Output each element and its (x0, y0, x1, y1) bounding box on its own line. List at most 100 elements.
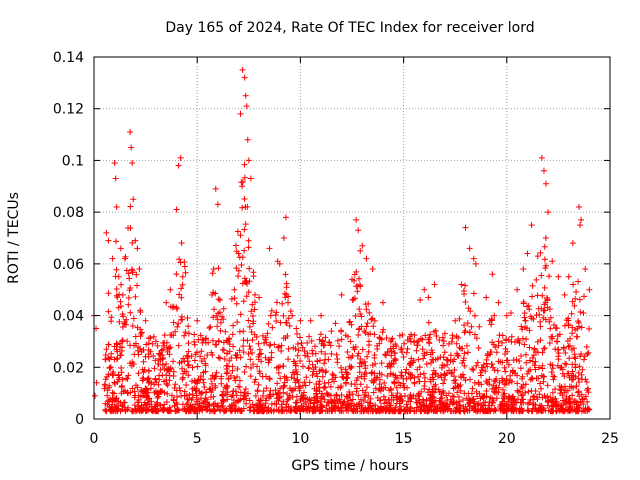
data-point (368, 316, 375, 323)
data-point (112, 273, 119, 280)
data-point (285, 315, 292, 322)
data-point (181, 406, 188, 413)
data-point (304, 353, 311, 360)
data-point (219, 402, 226, 409)
data-point (140, 358, 147, 365)
data-point (249, 337, 256, 344)
data-point (282, 404, 289, 411)
data-point (237, 110, 244, 117)
data-point (207, 394, 214, 401)
data-point (354, 408, 361, 415)
data-point (569, 392, 576, 399)
data-point (113, 285, 120, 292)
data-point (166, 351, 173, 358)
data-point (154, 342, 161, 349)
data-point (220, 347, 227, 354)
data-point (489, 271, 496, 278)
data-point (118, 369, 125, 376)
data-point (287, 308, 294, 315)
data-point (377, 376, 384, 383)
data-point (280, 398, 287, 405)
data-point (466, 245, 473, 252)
data-point (209, 351, 216, 358)
data-point (381, 400, 388, 407)
data-point (508, 401, 515, 408)
data-point (471, 312, 478, 319)
data-point (333, 351, 340, 358)
data-point (575, 388, 582, 395)
data-point (478, 367, 485, 374)
data-point (299, 344, 306, 351)
data-point (197, 353, 204, 360)
data-point (103, 229, 110, 236)
data-point (424, 389, 431, 396)
data-point (431, 328, 438, 335)
data-point (469, 366, 476, 373)
data-point (541, 301, 548, 308)
data-point (440, 389, 447, 396)
data-point (251, 299, 258, 306)
data-point (134, 282, 141, 289)
data-point (416, 393, 423, 400)
data-point (407, 404, 414, 411)
data-point (288, 404, 295, 411)
data-point (306, 379, 313, 386)
data-point (508, 407, 515, 414)
data-point (233, 300, 240, 307)
data-point (119, 337, 126, 344)
data-point (182, 269, 189, 276)
data-point (206, 408, 213, 415)
data-point (564, 370, 571, 377)
data-point (215, 338, 222, 345)
data-point (572, 295, 579, 302)
data-point (474, 408, 481, 415)
data-point (268, 401, 275, 408)
data-point (221, 356, 228, 363)
data-point (247, 364, 254, 371)
data-point (537, 323, 544, 330)
data-point (114, 378, 121, 385)
data-point (264, 330, 271, 337)
data-point (328, 328, 335, 335)
data-point (187, 405, 194, 412)
data-point (500, 392, 507, 399)
data-point (259, 332, 266, 339)
data-point (241, 196, 248, 203)
data-point (251, 291, 258, 298)
data-point (211, 306, 218, 313)
data-point (390, 345, 397, 352)
data-point (522, 381, 529, 388)
data-point (510, 393, 517, 400)
data-point (544, 382, 551, 389)
data-point (528, 222, 535, 229)
data-point (267, 387, 274, 394)
data-point (233, 265, 240, 272)
data-point (293, 325, 300, 332)
data-point (172, 328, 179, 335)
data-point (526, 357, 533, 364)
data-point (173, 206, 180, 213)
data-point (105, 237, 112, 244)
data-point (525, 302, 532, 309)
data-point (240, 298, 247, 305)
data-point (330, 372, 337, 379)
data-point (170, 358, 177, 365)
data-point (495, 299, 502, 306)
data-point (440, 342, 447, 349)
data-point (548, 398, 555, 405)
data-point (252, 376, 259, 383)
data-point (291, 406, 298, 413)
data-point (432, 370, 439, 377)
data-point (470, 290, 477, 297)
data-point (376, 340, 383, 347)
data-point (200, 337, 207, 344)
data-point (205, 339, 212, 346)
data-point (537, 337, 544, 344)
data-point (586, 286, 593, 293)
data-point (283, 401, 290, 408)
data-point (294, 352, 301, 359)
data-point (246, 343, 253, 350)
data-point (455, 352, 462, 359)
data-point (223, 370, 230, 377)
data-point (115, 304, 122, 311)
